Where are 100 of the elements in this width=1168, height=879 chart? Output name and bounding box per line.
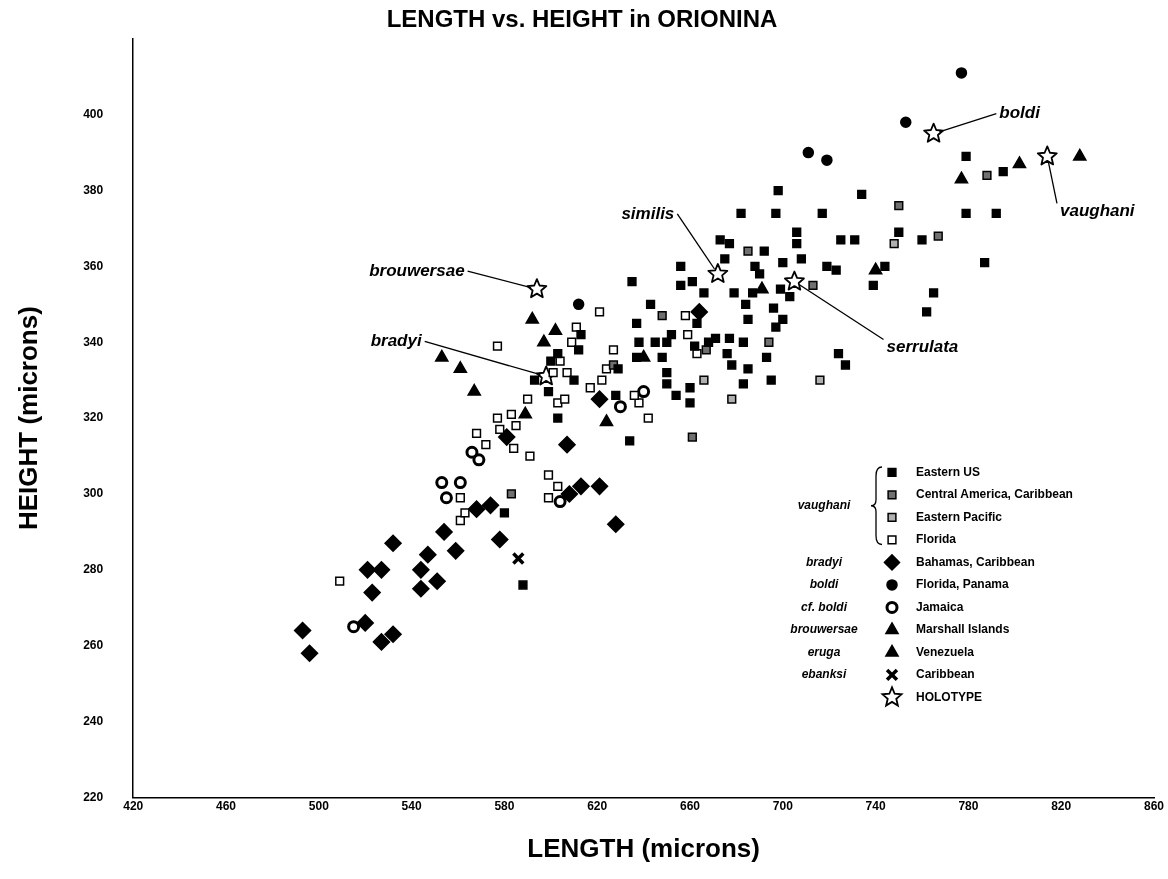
point (372, 561, 391, 579)
annotation: boldi (999, 103, 1042, 123)
point (643, 413, 653, 423)
point (955, 67, 968, 79)
point (300, 644, 319, 663)
x-tick-label: 780 (958, 798, 979, 813)
point (933, 231, 943, 241)
y-axis-title: HEIGHT (microns) (12, 306, 43, 531)
point (560, 394, 570, 404)
point (687, 432, 697, 442)
point (680, 311, 691, 321)
point (608, 345, 619, 355)
annotation: bradyi (805, 554, 843, 569)
point (471, 428, 482, 438)
y-tick-label: 220 (83, 789, 104, 804)
point (894, 201, 904, 211)
annotation: brouwersae (369, 260, 465, 280)
point (707, 263, 729, 283)
annotation: vaughani (797, 498, 851, 513)
x-tick-label: 540 (401, 798, 422, 813)
point (435, 476, 449, 490)
point (657, 311, 667, 321)
point (613, 400, 627, 414)
point (506, 489, 517, 499)
point (428, 572, 446, 590)
point (435, 523, 453, 541)
legend-label: Marshall Islands (916, 622, 1010, 637)
legend-label: Florida, Panama (916, 577, 1010, 592)
point (553, 495, 567, 509)
point (506, 409, 517, 419)
legend-label: Caribbean (916, 667, 975, 682)
point (455, 493, 465, 503)
point (453, 476, 467, 490)
point (384, 625, 402, 644)
point (548, 323, 563, 336)
point (683, 330, 693, 340)
point (982, 170, 992, 180)
point (699, 375, 709, 385)
x-tick-label: 660 (679, 798, 701, 813)
annotation: vaughani (1059, 201, 1136, 221)
point (526, 278, 548, 299)
y-tick-label: 360 (83, 258, 104, 273)
point (522, 394, 533, 404)
x-tick-label: 820 (1051, 798, 1072, 813)
point (560, 485, 579, 503)
x-tick-label: 740 (865, 798, 886, 813)
point (497, 428, 516, 446)
annotation: ebanksi (801, 667, 847, 682)
point (690, 303, 709, 321)
point (492, 341, 503, 351)
legend-label: HOLOTYPE (916, 689, 983, 704)
legend-label: Eastern US (916, 464, 981, 479)
point (562, 367, 572, 378)
point (567, 337, 577, 347)
point (363, 583, 381, 602)
annotation: serrulata (886, 337, 959, 357)
point (572, 477, 590, 496)
point (453, 361, 468, 374)
annotation: boldi (809, 577, 839, 592)
point (1036, 145, 1058, 166)
y-tick-label: 340 (83, 334, 104, 349)
point (525, 451, 535, 461)
annotation: eruga (807, 644, 841, 659)
chart-title: LENGTH vs. HEIGHT in ORIONINA (386, 5, 778, 33)
y-tick-label: 400 (83, 106, 104, 121)
y-tick-label: 300 (83, 486, 104, 501)
point (599, 414, 614, 427)
point (465, 445, 479, 459)
point (511, 551, 526, 566)
point (543, 470, 554, 480)
x-tick-label: 420 (123, 798, 144, 813)
annotation: bradyi (370, 331, 423, 351)
legend-label: Jamaica (916, 599, 964, 614)
point (692, 348, 702, 359)
point (558, 435, 576, 454)
point (597, 375, 607, 385)
point (590, 390, 609, 408)
point (553, 481, 563, 492)
legend-label: Central America, Caribbean (916, 487, 1073, 502)
annotation: cf. boldi (801, 599, 848, 614)
point (537, 334, 551, 347)
point (439, 491, 453, 505)
point (743, 246, 753, 256)
point (629, 390, 639, 400)
point (356, 614, 374, 632)
point (518, 406, 533, 419)
point (954, 171, 969, 184)
point (571, 322, 581, 332)
point (821, 154, 833, 166)
y-tick-label: 280 (83, 562, 104, 577)
x-tick-label: 700 (772, 798, 794, 813)
y-tick-label: 260 (83, 637, 104, 652)
point (1072, 148, 1087, 161)
point (372, 633, 391, 651)
point (412, 580, 430, 598)
point (525, 311, 540, 324)
point (889, 238, 899, 249)
point (815, 375, 825, 385)
y-tick-label: 380 (83, 182, 104, 197)
point (764, 337, 774, 347)
